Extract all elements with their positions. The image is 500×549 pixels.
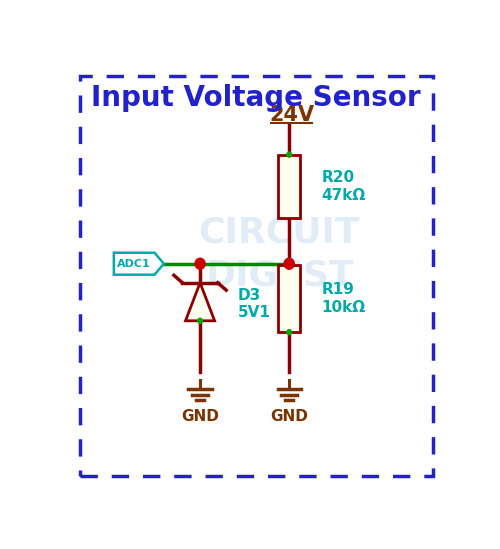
- Text: CIRCUIT
DIGEST: CIRCUIT DIGEST: [198, 216, 360, 292]
- Text: GND: GND: [270, 409, 308, 424]
- Text: 24V: 24V: [270, 105, 315, 125]
- Text: R19: R19: [322, 282, 354, 298]
- FancyBboxPatch shape: [278, 155, 300, 218]
- Text: 5V1: 5V1: [238, 305, 270, 320]
- Text: D3: D3: [238, 288, 261, 303]
- Circle shape: [284, 258, 294, 269]
- FancyBboxPatch shape: [80, 76, 432, 476]
- Polygon shape: [114, 253, 164, 274]
- Circle shape: [198, 318, 202, 323]
- Text: 10kΩ: 10kΩ: [322, 300, 366, 315]
- Text: R20: R20: [322, 170, 355, 186]
- Circle shape: [287, 329, 292, 335]
- Text: 47kΩ: 47kΩ: [322, 188, 366, 203]
- Text: Input Voltage Sensor: Input Voltage Sensor: [92, 83, 421, 111]
- Circle shape: [287, 152, 292, 157]
- Text: ADC1: ADC1: [118, 259, 151, 268]
- FancyBboxPatch shape: [278, 265, 300, 332]
- Text: GND: GND: [181, 409, 219, 424]
- Circle shape: [195, 258, 205, 269]
- Polygon shape: [186, 283, 214, 321]
